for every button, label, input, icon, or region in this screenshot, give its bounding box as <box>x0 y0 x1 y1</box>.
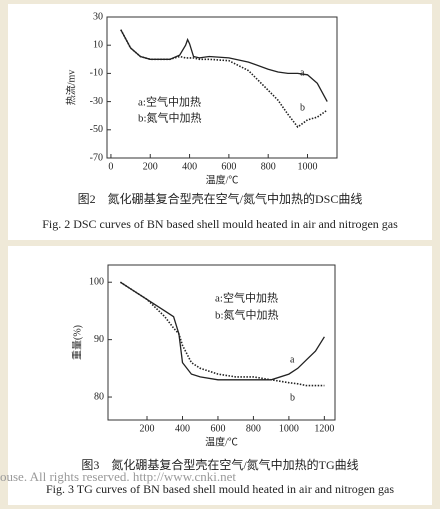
caption-en: Fig. 2 DSC curves of BN based shell moul… <box>42 217 398 231</box>
y-tick-label: -70 <box>90 152 103 163</box>
caption-cn: 图3 氮化硼基复合型壳在空气/氮气中加热的TG曲线 <box>81 457 358 472</box>
x-tick-label: 1000 <box>298 161 318 172</box>
x-tick-label: 800 <box>246 423 261 434</box>
y-axis-label: 重量(%) <box>70 325 83 360</box>
x-tick-label: 400 <box>182 161 197 172</box>
series-label: b <box>300 102 305 113</box>
series-line <box>119 281 325 387</box>
legend-text: b:氮气中加热 <box>215 308 279 322</box>
x-tick-label: 1000 <box>279 423 299 434</box>
x-tick-label: 1200 <box>314 423 334 434</box>
y-tick-label: 10 <box>93 39 103 50</box>
y-axis-label: 热流/mv <box>64 70 77 106</box>
caption-cn: 图2 氮化硼基复合型壳在空气/氮气中加热的DSC曲线 <box>78 191 363 206</box>
watermark: ouse. All rights reserved. http://www.cn… <box>0 469 236 484</box>
y-tick-label: -30 <box>90 96 103 107</box>
y-tick-label: 30 <box>93 11 103 22</box>
x-tick-label: 600 <box>221 161 236 172</box>
y-tick-label: 90 <box>94 334 104 345</box>
x-tick-label: 200 <box>140 423 155 434</box>
caption-en: Fig. 3 TG curves of BN based shell mould… <box>46 482 394 496</box>
y-tick-label: -10 <box>90 68 103 79</box>
series-label: b <box>290 392 295 403</box>
y-tick-label: -50 <box>90 124 103 135</box>
x-tick-label: 800 <box>261 161 276 172</box>
x-tick-label: 600 <box>210 423 225 434</box>
x-tick-label: 400 <box>175 423 190 434</box>
x-axis-label: 温度/℃ <box>206 173 239 186</box>
legend-text: a:空气中加热 <box>138 95 201 109</box>
panel <box>8 4 432 240</box>
y-tick-label: 100 <box>89 277 104 288</box>
series-line <box>120 29 328 129</box>
y-tick-label: 80 <box>94 391 104 402</box>
legend-text: b:氮气中加热 <box>138 111 202 125</box>
series-label: a <box>300 67 305 78</box>
plot-frame <box>107 264 336 421</box>
plot-frame <box>106 16 338 159</box>
legend-text: a:空气中加热 <box>215 291 278 305</box>
series-line <box>120 281 325 381</box>
panel <box>8 246 432 505</box>
x-tick-label: 0 <box>108 161 113 172</box>
series-label: a <box>290 354 295 365</box>
x-axis-label: 温度/℃ <box>205 435 238 448</box>
x-tick-label: 200 <box>143 161 158 172</box>
